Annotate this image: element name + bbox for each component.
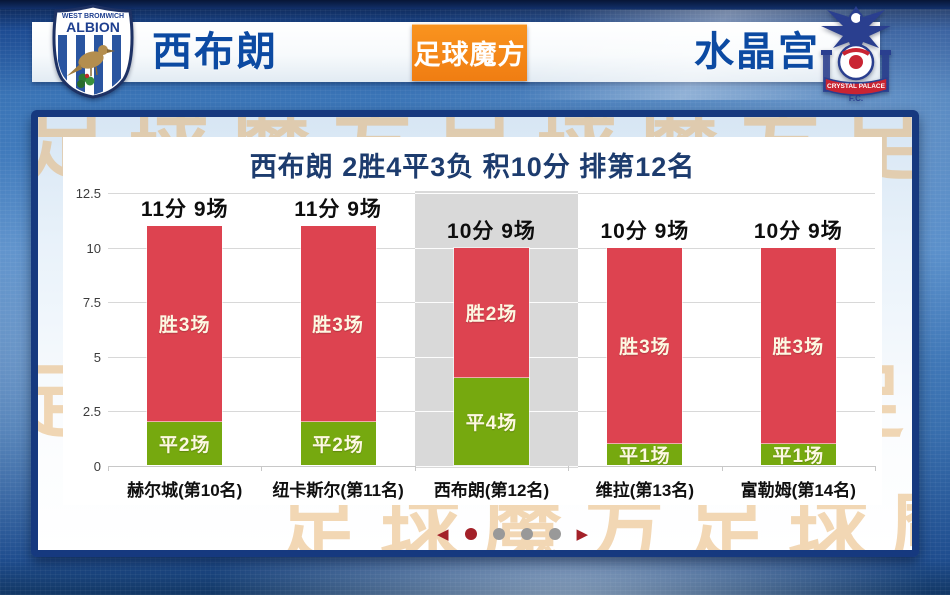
- top-navy-strip: [0, 0, 950, 9]
- y-tick-label: 5: [93, 349, 101, 365]
- draw-segment-label: 平2场: [158, 435, 211, 457]
- carousel-dot-4[interactable]: [548, 528, 561, 540]
- brand-logo-text: 足球魔方: [413, 40, 526, 70]
- bar-segment-win: 胜3场: [147, 225, 223, 422]
- name-banner: [824, 76, 888, 96]
- category-label: 富勒姆(第14名): [740, 481, 856, 500]
- eagle-icon: [821, 6, 891, 60]
- axis-tick: [568, 465, 570, 471]
- bar-segment-draw: 平4场: [454, 378, 529, 466]
- bar-total-label: 11分 9场: [140, 197, 229, 221]
- win-segment-label: 胜2场: [465, 304, 518, 326]
- bar-total-label: 10分 9场: [447, 219, 536, 243]
- bar-segment-draw: 平2场: [147, 421, 223, 466]
- grid-line-on-highlight: [414, 193, 579, 194]
- carousel-dot-1-active[interactable]: [464, 528, 477, 540]
- axis-tick: [414, 465, 416, 471]
- carousel-prev-arrow[interactable]: ◀: [437, 525, 449, 543]
- svg-text:F.C.: F.C.: [849, 94, 863, 103]
- category-label: 纽卡斯尔(第11名): [272, 481, 404, 500]
- chart-title: 西布朗 2胜4平3负 积10分 排第12名: [249, 152, 696, 182]
- bar-segment-win: 胜2场: [454, 247, 529, 379]
- brand-logo: 足球魔方: [412, 24, 527, 81]
- y-tick-label: 7.5: [82, 295, 101, 310]
- draw-segment-label: 平4场: [465, 413, 518, 435]
- bar-total-label: 11分 9场: [294, 197, 382, 221]
- carousel-next-arrow[interactable]: ▶: [576, 525, 589, 543]
- y-tick-label: 0: [93, 458, 101, 474]
- bar-segment-win: 胜3场: [300, 225, 376, 422]
- carousel-dots: [464, 528, 561, 540]
- stacked-bar-chart: 0 2.5 5 7.5 10 12.5 胜3场平2场 11分 9场赫尔城(第10名) 胜3场平2…: [63, 137, 882, 505]
- bar-segment-draw: 平1场: [760, 443, 836, 468]
- content-panel: 足球魔方足球魔方足球魔方 足球魔方足球魔方足球魔方 足球魔方足球魔方足球魔方 西…: [31, 110, 919, 557]
- axis-tick: [108, 465, 109, 471]
- y-tick-label: 2.5: [82, 404, 101, 419]
- bar-total-label: 10分 9场: [753, 219, 843, 243]
- carousel-dot-2[interactable]: [492, 528, 505, 540]
- svg-text:CRYSTAL PALACE: CRYSTAL PALACE: [827, 83, 886, 90]
- svg-text:WEST BROMWICH: WEST BROMWICH: [62, 13, 124, 20]
- category-label: 赫尔城(第10名): [127, 481, 243, 500]
- draw-segment-label: 平1场: [619, 446, 671, 468]
- west-brom-badge-icon: WEST BROMWICH ALBION: [52, 4, 134, 99]
- win-segment-label: 胜3场: [158, 315, 211, 337]
- axis-tick: [261, 465, 263, 471]
- chart-card: 西布朗 2胜4平3负 积10分 排第12名 0 2.5 5 7.5 10 12.5 胜3场平…: [63, 137, 882, 505]
- bar-segment-draw: 平2场: [300, 421, 376, 466]
- holly-icon: [77, 73, 95, 88]
- axis-on-highlight: [414, 465, 579, 467]
- carousel-pagination: ◀ ▶: [437, 525, 588, 543]
- win-segment-label: 胜3场: [312, 315, 364, 337]
- towers-icon: [821, 50, 891, 92]
- draw-segment-label: 平1场: [772, 446, 825, 468]
- axis-tick: [721, 465, 723, 471]
- carousel-dot-3[interactable]: [520, 528, 533, 540]
- y-tick-label: 12.5: [75, 186, 101, 201]
- throstle-bird-icon: [67, 45, 115, 76]
- y-tick-label: 10: [86, 240, 101, 256]
- bar-total-label: 10分 9场: [600, 219, 690, 243]
- panel-inner: 足球魔方足球魔方足球魔方 足球魔方足球魔方足球魔方 足球魔方足球魔方足球魔方 西…: [38, 117, 912, 550]
- win-segment-label: 胜3场: [619, 337, 671, 359]
- bar-segment-draw: 平1场: [607, 443, 683, 468]
- draw-segment-label: 平2场: [312, 435, 364, 457]
- win-segment-label: 胜3场: [772, 337, 825, 359]
- bar-segment-win: 胜3场: [607, 247, 683, 444]
- axis-tick: [875, 465, 876, 471]
- category-label: 维拉(第13名): [595, 481, 694, 500]
- category-label: 西布朗(第12名): [433, 481, 550, 500]
- crystal-palace-badge-icon: CRYSTAL PALACE F.C.: [821, 6, 891, 103]
- bar-segment-win: 胜3场: [760, 247, 836, 444]
- away-team-name: 水晶宫: [694, 30, 820, 74]
- svg-text:ALBION: ALBION: [66, 19, 120, 35]
- home-team-name: 西布朗: [152, 30, 278, 74]
